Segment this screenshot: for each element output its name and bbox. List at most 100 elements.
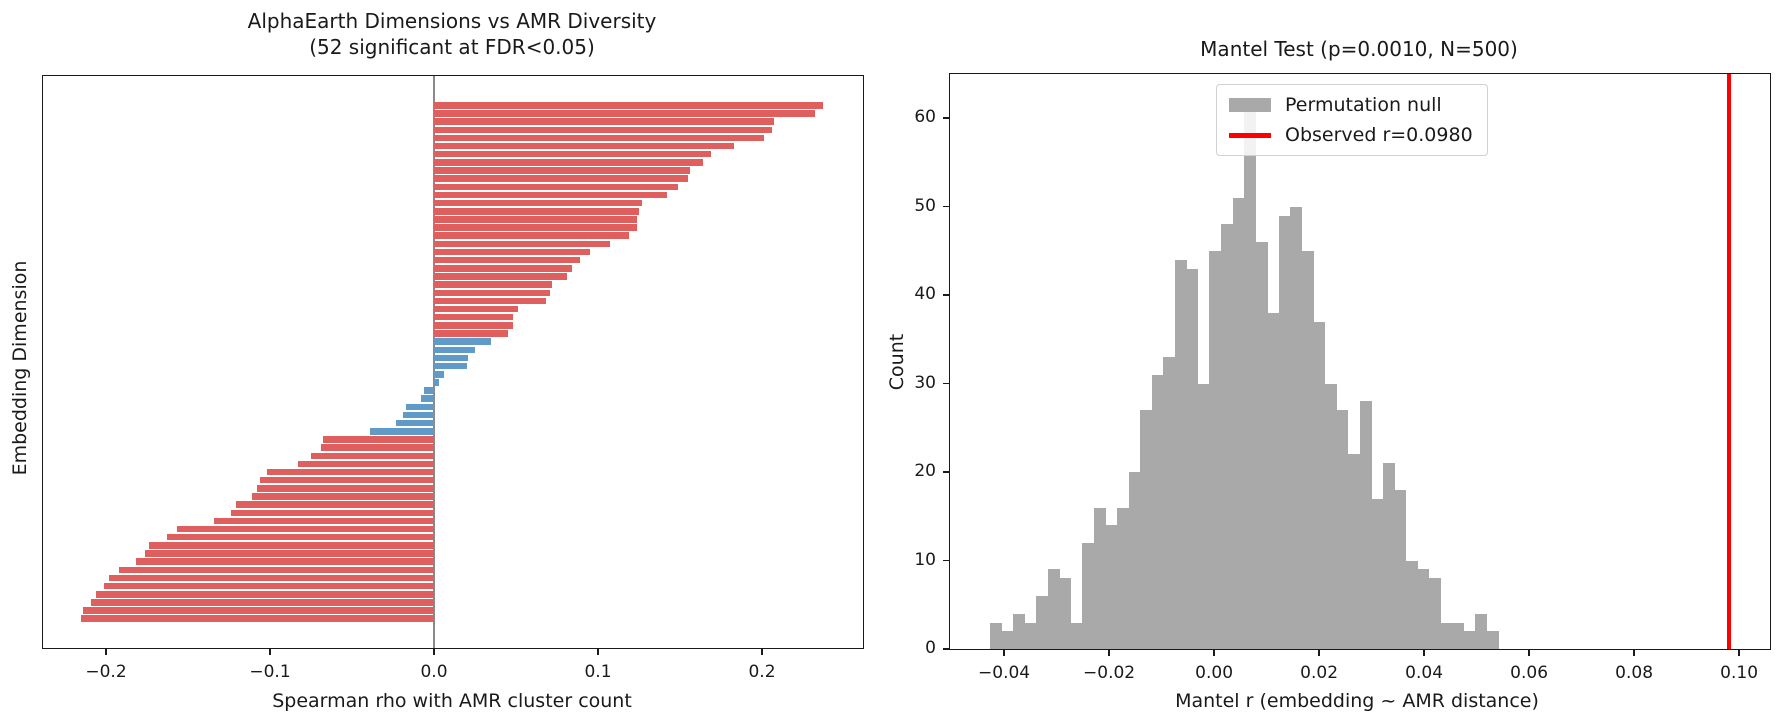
histogram-bin (1255, 242, 1268, 649)
x-tick-label: 0.10 (1720, 663, 1759, 683)
histogram-bin (1001, 631, 1014, 649)
histogram-bin (1082, 542, 1095, 649)
histogram-bin (1209, 250, 1222, 649)
right-plot-area: Permutation null Observed r=0.0980 −0.04… (914, 73, 1771, 683)
significant-bar (320, 444, 434, 451)
histogram-bin (1140, 410, 1153, 649)
significant-bar (176, 525, 434, 533)
x-tick-mark (105, 648, 107, 655)
significant-bar (260, 476, 434, 484)
x-tick-mark (1213, 649, 1215, 656)
significant-bar (434, 134, 764, 142)
y-tick-mark (943, 382, 950, 385)
significant-bar (252, 493, 434, 500)
x-tick-mark (1528, 649, 1530, 656)
significant-bar (434, 159, 703, 166)
significant-bar (266, 468, 434, 476)
histogram-bin (1336, 410, 1349, 649)
significant-bar (434, 110, 815, 117)
histogram-bin (1301, 250, 1314, 649)
histogram-bin (1186, 268, 1199, 649)
histogram-bin (1451, 622, 1464, 649)
left-chart-title-line1: AlphaEarth Dimensions vs AMR Diversity (247, 9, 657, 33)
significant-bar (434, 281, 553, 288)
nonsignificant-bar (370, 428, 434, 435)
significant-bar (434, 208, 639, 215)
significant-bar (148, 542, 434, 549)
histogram-bin (1105, 525, 1118, 649)
histogram-bin (1382, 463, 1395, 649)
left-chart-title: AlphaEarth Dimensions vs AMR Diversity (… (248, 8, 657, 60)
nonsignificant-bar (424, 387, 434, 394)
significant-bar (109, 574, 434, 582)
histogram-bin (1117, 507, 1129, 649)
significant-bar (297, 460, 434, 468)
significant-bar (434, 232, 630, 239)
histogram-bin (1278, 215, 1291, 649)
significant-bar (83, 607, 434, 614)
x-tick-label: −0.1 (249, 662, 291, 682)
x-tick-mark (597, 648, 599, 655)
significant-bar (434, 248, 590, 256)
x-tick-mark (269, 648, 271, 655)
x-tick-label: 0.02 (1300, 663, 1339, 683)
histogram-bin (1267, 312, 1280, 649)
significant-bar (434, 183, 679, 190)
legend-row-null: Permutation null (1229, 94, 1473, 116)
nonsignificant-bar (420, 395, 434, 402)
observed-r-line (1726, 74, 1731, 649)
x-tick-mark (761, 648, 763, 655)
legend-observed-line-swatch (1229, 132, 1271, 138)
left-chart-title-line2: (52 significant at FDR<0.05) (309, 35, 595, 59)
histogram-bin (1232, 197, 1245, 649)
significant-bar (434, 142, 735, 150)
histogram-bin (1417, 569, 1430, 649)
x-tick-mark (1003, 649, 1005, 656)
significant-bar (434, 167, 690, 174)
nonsignificant-bar (406, 403, 434, 411)
histogram-bin (1313, 321, 1326, 649)
significant-bar (434, 330, 508, 337)
y-tick-mark (943, 117, 950, 119)
significant-bar (434, 289, 551, 296)
significant-bar (434, 256, 580, 264)
significant-bar (166, 533, 434, 541)
legend-observed-label: Observed r=0.0980 (1285, 124, 1473, 146)
significant-bar (434, 216, 638, 223)
histogram-bin (1324, 383, 1337, 649)
histogram-bin (1220, 224, 1233, 649)
significant-bar (96, 591, 434, 598)
histogram-bin (1070, 622, 1083, 649)
histogram-bin (1463, 631, 1476, 649)
x-tick-mark (1738, 649, 1740, 656)
histogram-bin (1486, 631, 1499, 649)
histogram-bin (1128, 472, 1141, 649)
histogram-bin (1174, 259, 1187, 649)
nonsignificant-bar (434, 379, 439, 386)
x-tick-label: 0.08 (1615, 663, 1654, 683)
significant-bar (322, 436, 434, 443)
histogram-bin (1348, 454, 1360, 649)
x-tick-label: −0.02 (1083, 663, 1136, 683)
right-chart-title: Mantel Test (p=0.0010, N=500) (1200, 37, 1518, 61)
significant-bar (230, 509, 434, 516)
histogram-bin (1475, 613, 1487, 649)
y-tick-mark (943, 294, 950, 296)
significant-bar (434, 273, 567, 280)
significant-bar (214, 517, 434, 525)
nonsignificant-bar (434, 346, 475, 353)
legend: Permutation null Observed r=0.0980 (1216, 84, 1488, 156)
nonsignificant-bar (434, 354, 469, 362)
x-tick-label: 0.06 (1510, 663, 1549, 683)
y-tick-label: 0 (925, 638, 936, 658)
significant-bar (434, 224, 638, 231)
x-tick-label: −0.04 (978, 663, 1031, 683)
histogram-bin (1405, 560, 1418, 649)
significant-bar (104, 582, 434, 590)
histogram-bin (1059, 578, 1072, 649)
significant-bar (434, 265, 572, 272)
x-tick-mark (433, 648, 435, 655)
histogram-bin (1197, 383, 1210, 649)
right-chart-xlabel: Mantel r (embedding ~ AMR distance) (1175, 690, 1539, 712)
